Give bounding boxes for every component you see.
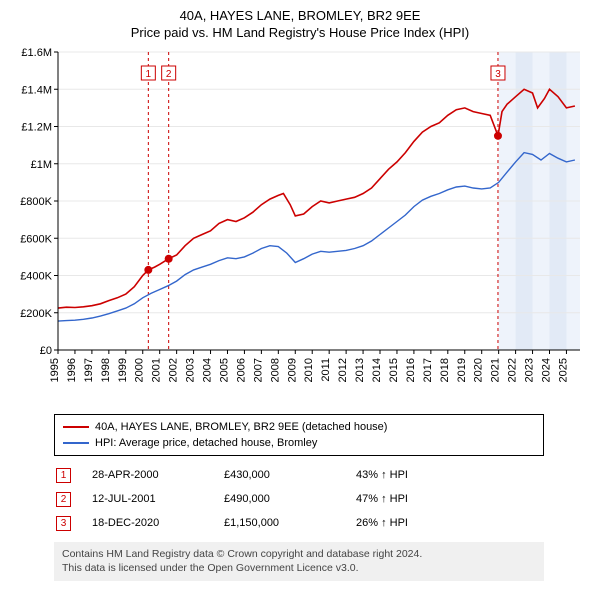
svg-text:2025: 2025 (557, 358, 569, 382)
title-block: 40A, HAYES LANE, BROMLEY, BR2 9EE Price … (10, 8, 590, 40)
legend-swatch (63, 426, 89, 428)
footer-line-2: This data is licensed under the Open Gov… (62, 562, 536, 576)
svg-text:2012: 2012 (337, 358, 349, 382)
legend-item: 40A, HAYES LANE, BROMLEY, BR2 9EE (detac… (63, 419, 535, 435)
event-row: 1 28-APR-2000£430,00043% ↑ HPI (56, 464, 476, 486)
svg-text:2005: 2005 (218, 358, 230, 382)
event-price: £490,000 (224, 488, 354, 510)
svg-text:2013: 2013 (354, 358, 366, 382)
svg-text:3: 3 (495, 69, 501, 80)
event-price: £1,150,000 (224, 512, 354, 534)
svg-text:2019: 2019 (456, 358, 468, 382)
event-delta: 26% ↑ HPI (356, 512, 476, 534)
svg-text:2000: 2000 (134, 358, 146, 382)
legend-label: HPI: Average price, detached house, Brom… (95, 437, 317, 449)
chart-subtitle: Price paid vs. HM Land Registry's House … (10, 25, 590, 40)
event-delta: 43% ↑ HPI (356, 464, 476, 486)
svg-text:£1.2M: £1.2M (21, 122, 52, 134)
svg-text:1999: 1999 (117, 358, 129, 382)
svg-text:2017: 2017 (422, 358, 434, 382)
svg-text:2003: 2003 (185, 358, 197, 382)
event-row: 3 18-DEC-2020£1,150,00026% ↑ HPI (56, 512, 476, 534)
event-date: 18-DEC-2020 (92, 512, 222, 534)
svg-text:2014: 2014 (371, 358, 383, 382)
event-price: £430,000 (224, 464, 354, 486)
chart-title: 40A, HAYES LANE, BROMLEY, BR2 9EE (10, 8, 590, 23)
event-delta: 47% ↑ HPI (356, 488, 476, 510)
svg-text:2021: 2021 (490, 358, 502, 382)
svg-text:2022: 2022 (507, 358, 519, 382)
svg-text:2001: 2001 (151, 358, 163, 382)
svg-text:£1.6M: £1.6M (21, 47, 52, 59)
svg-text:1995: 1995 (49, 358, 61, 382)
svg-text:2016: 2016 (405, 358, 417, 382)
svg-text:£1.4M: £1.4M (21, 84, 52, 96)
svg-text:1996: 1996 (66, 358, 78, 382)
svg-text:£200K: £200K (20, 308, 52, 320)
svg-text:2002: 2002 (168, 358, 180, 382)
svg-text:1: 1 (146, 69, 152, 80)
svg-text:2008: 2008 (269, 358, 281, 382)
event-row: 2 12-JUL-2001£490,00047% ↑ HPI (56, 488, 476, 510)
svg-text:2018: 2018 (439, 358, 451, 382)
event-date: 28-APR-2000 (92, 464, 222, 486)
svg-text:2007: 2007 (252, 358, 264, 382)
svg-text:2015: 2015 (388, 358, 400, 382)
chart-area: 1 2 3 £0 £200K £400K £600K £800K £1M £1.2M £1.4M £1… (10, 46, 590, 406)
legend: 40A, HAYES LANE, BROMLEY, BR2 9EE (detac… (54, 414, 544, 456)
svg-text:£600K: £600K (20, 233, 52, 245)
event-marker: 2 (56, 492, 71, 507)
svg-text:1997: 1997 (83, 358, 95, 382)
legend-label: 40A, HAYES LANE, BROMLEY, BR2 9EE (detac… (95, 421, 387, 433)
legend-item: HPI: Average price, detached house, Brom… (63, 435, 535, 451)
chart-container: 40A, HAYES LANE, BROMLEY, BR2 9EE Price … (0, 0, 600, 589)
svg-text:£0: £0 (40, 345, 52, 357)
event-marker: 1 (56, 468, 71, 483)
svg-text:2: 2 (166, 69, 172, 80)
svg-text:1998: 1998 (100, 358, 112, 382)
svg-text:2020: 2020 (473, 358, 485, 382)
svg-text:2023: 2023 (524, 358, 536, 382)
svg-text:2011: 2011 (320, 358, 332, 382)
svg-text:£800K: £800K (20, 196, 52, 208)
events-table: 1 28-APR-2000£430,00043% ↑ HPI 2 12-JUL-200… (54, 462, 478, 536)
svg-text:£400K: £400K (20, 271, 52, 283)
svg-text:2004: 2004 (202, 358, 214, 382)
svg-text:2009: 2009 (286, 358, 298, 382)
attribution-footer: Contains HM Land Registry data © Crown c… (54, 542, 544, 581)
footer-line-1: Contains HM Land Registry data © Crown c… (62, 548, 536, 562)
event-date: 12-JUL-2001 (92, 488, 222, 510)
event-marker: 3 (56, 516, 71, 531)
svg-text:2006: 2006 (235, 358, 247, 382)
svg-text:2024: 2024 (540, 358, 552, 382)
svg-text:£1M: £1M (31, 159, 52, 171)
legend-swatch (63, 442, 89, 444)
svg-text:2010: 2010 (303, 358, 315, 382)
chart-svg: 1 2 3 £0 £200K £400K £600K £800K £1M £1.2M £1.4M £1… (10, 46, 590, 406)
